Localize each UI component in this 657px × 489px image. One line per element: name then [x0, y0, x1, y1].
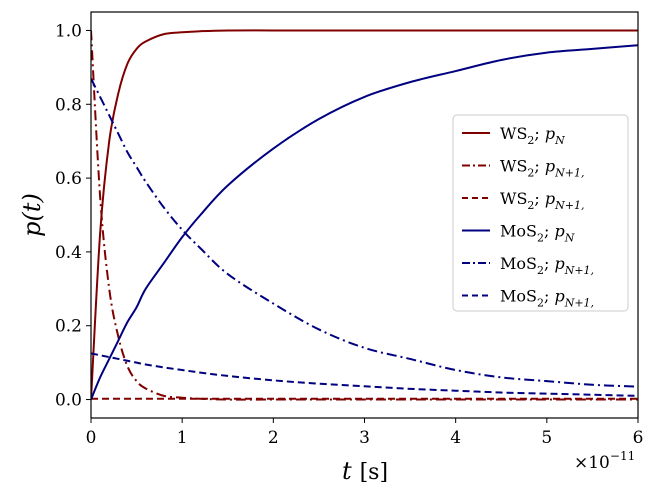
- series-line-mos2-pn-1-dashed: [91, 352, 638, 397]
- y-axis-label: p(t): [18, 193, 46, 237]
- series-line-ws2-pn-solid: [91, 29, 638, 400]
- y-axis-ticks: 0.0 0.2 0.4 0.6 0.8 1.0: [55, 21, 91, 411]
- y-tick-label: 0.6: [55, 169, 82, 189]
- legend-label: MoS2; pN: [500, 222, 575, 245]
- y-tick-label: 0.4: [55, 243, 82, 263]
- legend-entry: MoS2; pN+1,: [462, 287, 594, 310]
- legend-label: MoS2; pN+1,: [500, 287, 594, 310]
- legend-label: WS2; pN+1,: [500, 157, 584, 180]
- legend-label: MoS2; pN+1,: [500, 254, 594, 277]
- y-tick-label: 1.0: [55, 21, 82, 41]
- x-scale-factor: ×10−11: [574, 449, 635, 473]
- legend-entry: WS2; pN+1,: [462, 157, 584, 180]
- series-line-mos2-pn-solid: [91, 44, 638, 400]
- y-tick-label: 0.8: [55, 95, 82, 115]
- legend-entry: WS2; pN: [462, 124, 565, 147]
- x-tick-label: 3: [359, 428, 370, 448]
- legend: WS2; pN WS2; pN+1, WS2; pN+1, MoS2; pN MoS2;…: [452, 114, 629, 312]
- legend-entry: MoS2; pN: [462, 222, 575, 245]
- y-tick-label: 0.2: [55, 317, 82, 337]
- x-axis-ticks: 0 1 2 3 4 5 6: [86, 418, 644, 448]
- x-tick-label: 0: [86, 428, 97, 448]
- x-axis-label: t [s]: [342, 457, 388, 485]
- x-tick-label: 6: [633, 428, 644, 448]
- y-tick-label: 0.0: [55, 391, 82, 411]
- legend-entry: MoS2; pN+1,: [462, 254, 594, 277]
- legend-label: WS2; pN: [500, 124, 565, 147]
- series-line-mos2-pn-1-dashdot: [91, 77, 638, 388]
- x-tick-label: 4: [450, 428, 461, 448]
- x-tick-label: 2: [268, 428, 279, 448]
- legend-frame: [452, 114, 629, 312]
- legend-entry: WS2; pN+1,: [462, 189, 584, 212]
- x-tick-label: 1: [177, 428, 188, 448]
- legend-label: WS2; pN+1,: [500, 189, 584, 212]
- x-tick-label: 5: [541, 428, 552, 448]
- series-layer: [91, 29, 638, 401]
